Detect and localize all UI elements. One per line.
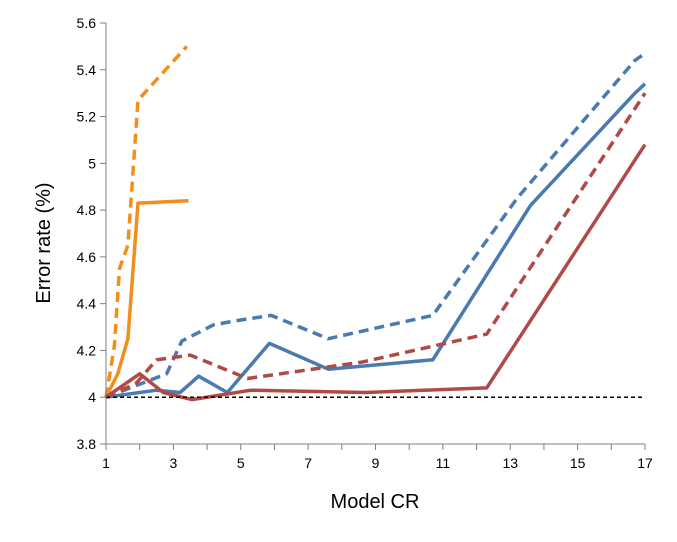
x-tick-label: 3	[169, 455, 177, 471]
x-tick-label: 7	[304, 455, 312, 471]
tick-labels: 3.844.24.44.64.855.25.45.61 3 5 7 9 11 13 15 17	[77, 15, 653, 471]
x-tick-label: 9	[372, 455, 380, 471]
series-line-6	[105, 143, 647, 402]
x-tick-label: 15	[570, 455, 586, 471]
x-tick-label: 17	[637, 455, 653, 471]
series-line-3	[105, 51, 646, 399]
x-tick-label: 11	[436, 455, 451, 471]
y-axis-title: Error rate (%)	[33, 182, 55, 303]
x-tick-label: 1	[102, 455, 110, 471]
y-tick-label: 4.8	[77, 202, 97, 218]
x-tick-label: 5	[237, 455, 245, 471]
y-tick-label: 4	[88, 389, 96, 405]
y-tick-label: 4.2	[77, 342, 97, 358]
y-tick-label: 5.4	[77, 62, 97, 78]
x-axis-title: Model CR	[331, 491, 420, 513]
series-line-1	[104, 45, 189, 398]
y-tick-label: 5	[88, 155, 96, 171]
axes	[100, 22, 646, 450]
x-tick-label: 13	[502, 455, 518, 471]
y-tick-label: 5.6	[77, 15, 97, 31]
series-line-5	[105, 92, 647, 399]
y-tick-label: 4.6	[77, 249, 97, 265]
y-tick-label: 5.2	[77, 109, 97, 125]
y-tick-label: 4.4	[77, 296, 97, 312]
series-line-2	[104, 199, 189, 398]
series-line-4	[105, 82, 647, 399]
plot-lines	[104, 45, 647, 402]
y-tick-label: 3.8	[77, 436, 97, 452]
